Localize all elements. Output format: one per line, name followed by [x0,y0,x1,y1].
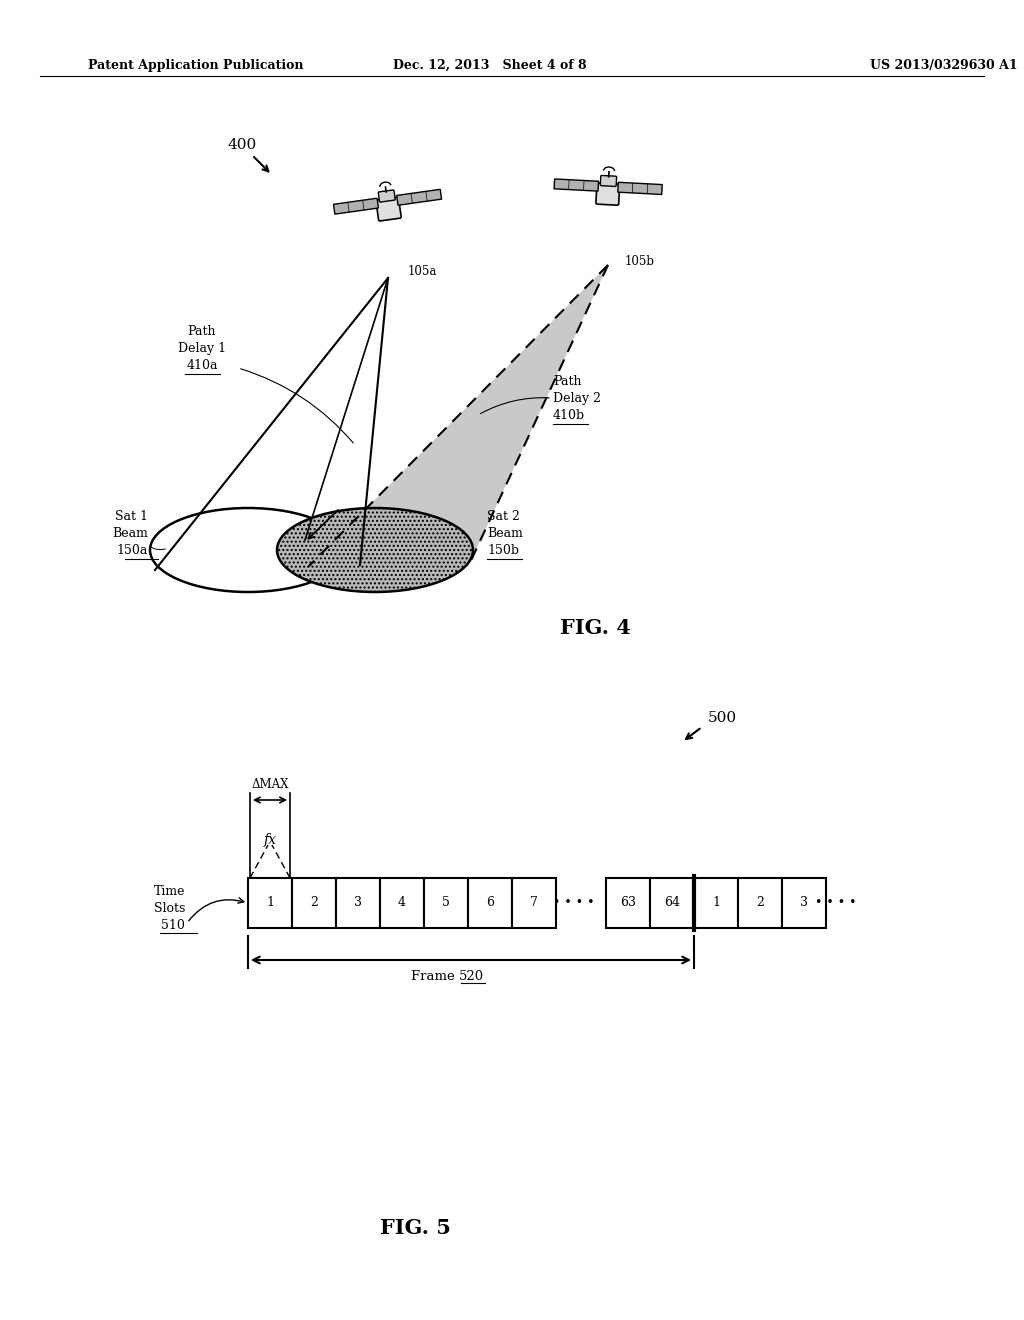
Text: Path: Path [553,375,582,388]
Text: Path: Path [187,325,216,338]
Text: ΔMAX: ΔMAX [251,777,289,791]
Bar [617,182,663,194]
Text: 150b: 150b [487,544,519,557]
Text: 3: 3 [800,896,808,909]
Text: Beam: Beam [487,527,523,540]
Text: 1: 1 [266,896,274,909]
Text: 2: 2 [756,896,764,909]
Ellipse shape [150,508,346,591]
Text: 3: 3 [354,896,362,909]
Text: Slots: Slots [154,902,185,915]
FancyBboxPatch shape [378,190,395,202]
Bar [380,878,424,928]
Bar [782,878,826,928]
Text: 105a: 105a [408,265,437,279]
FancyBboxPatch shape [596,183,620,205]
Bar [512,878,556,928]
Text: 64: 64 [664,896,680,909]
Text: 7: 7 [530,896,538,909]
Bar [650,878,694,928]
FancyBboxPatch shape [600,176,616,186]
Bar [334,198,379,214]
Bar [554,180,599,191]
Text: 4: 4 [398,896,406,909]
Bar [336,878,380,928]
Text: 150a: 150a [117,544,148,557]
Text: Frame: Frame [411,969,459,982]
FancyBboxPatch shape [376,197,401,220]
Text: FIG. 4: FIG. 4 [559,618,631,638]
Text: 1: 1 [712,896,720,909]
Text: 400: 400 [228,139,257,152]
Text: Delay 1: Delay 1 [178,342,226,355]
Text: 410b: 410b [553,409,585,422]
Bar [694,878,738,928]
Text: Patent Application Publication: Patent Application Publication [88,58,303,71]
Polygon shape [308,265,608,568]
Text: 6: 6 [486,896,494,909]
Bar [396,189,441,205]
Text: 2: 2 [310,896,317,909]
Text: 5: 5 [442,896,450,909]
Text: 63: 63 [620,896,636,909]
Bar [424,878,468,928]
Bar [606,878,650,928]
Text: 105b: 105b [625,255,655,268]
Bar [468,878,512,928]
Text: 500: 500 [708,711,737,725]
Text: • • • •: • • • • [553,896,595,909]
Text: Sat 1: Sat 1 [115,510,148,523]
Text: 520: 520 [459,969,484,982]
Text: Beam: Beam [112,527,148,540]
Text: 510: 510 [161,919,185,932]
Text: FIG. 5: FIG. 5 [380,1218,451,1238]
Ellipse shape [278,508,473,591]
Text: Time: Time [154,884,185,898]
Text: Dec. 12, 2013   Sheet 4 of 8: Dec. 12, 2013 Sheet 4 of 8 [393,58,587,71]
Bar [248,878,292,928]
Text: 410a: 410a [186,359,218,372]
Text: Sat 2: Sat 2 [487,510,520,523]
Text: fx: fx [263,833,276,847]
Text: Delay 2: Delay 2 [553,392,601,405]
Bar [738,878,782,928]
Text: • • • •: • • • • [815,896,857,909]
Bar [292,878,336,928]
Text: US 2013/0329630 A1: US 2013/0329630 A1 [870,58,1018,71]
